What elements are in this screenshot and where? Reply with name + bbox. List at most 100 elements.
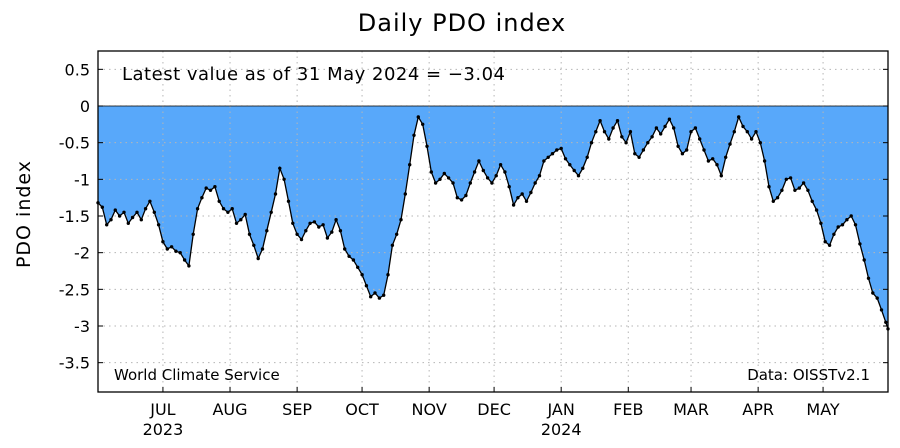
x-tick-label: APR	[742, 400, 774, 419]
credit-left: World Climate Service	[114, 366, 280, 384]
data-point	[390, 243, 395, 247]
data-point	[624, 141, 628, 145]
x-tick-label: DEC	[477, 400, 511, 419]
data-point	[286, 199, 291, 203]
data-point	[468, 181, 472, 185]
data-point	[273, 192, 278, 196]
x-tick-label: JAN	[546, 400, 574, 419]
data-point	[386, 273, 390, 277]
y-tick-label: -2	[74, 244, 90, 263]
data-point	[425, 144, 429, 148]
data-point	[195, 207, 200, 211]
data-point	[369, 295, 373, 299]
data-point	[494, 174, 498, 178]
data-point	[572, 168, 576, 173]
data-point	[135, 210, 139, 214]
data-point	[775, 196, 780, 200]
data-point	[490, 181, 494, 185]
data-point	[598, 119, 602, 123]
data-point	[312, 220, 317, 224]
data-point	[607, 137, 611, 141]
plot-frame	[97, 50, 889, 393]
data-point	[663, 124, 667, 129]
data-point	[169, 245, 174, 249]
data-point	[382, 293, 386, 297]
grid-layer	[98, 51, 888, 392]
data-point	[628, 130, 633, 134]
data-point	[576, 174, 581, 178]
data-point	[698, 137, 702, 141]
credit-right: Data: OISSTv2.1	[747, 366, 870, 384]
x-year-label: 2024	[541, 420, 582, 439]
data-point	[330, 230, 334, 234]
data-point	[814, 208, 819, 212]
data-point	[356, 265, 360, 269]
data-point	[568, 163, 572, 167]
data-point	[399, 218, 403, 222]
series-line	[97, 115, 889, 330]
data-point	[317, 225, 321, 229]
data-point	[784, 177, 788, 181]
y-tick-label: 0.5	[65, 60, 90, 79]
data-point	[737, 115, 741, 119]
y-tick-label: -0.5	[59, 134, 90, 153]
data-point	[680, 152, 685, 156]
series-line-layer	[96, 105, 890, 331]
data-point	[823, 240, 827, 244]
data-point	[879, 308, 884, 312]
data-point	[546, 155, 550, 159]
data-point	[416, 115, 420, 119]
data-point	[455, 196, 459, 200]
data-point	[156, 223, 161, 227]
data-point	[122, 210, 126, 214]
data-point	[325, 236, 330, 240]
data-point	[520, 192, 524, 196]
x-tick-label: MAR	[673, 400, 709, 419]
data-point	[585, 155, 589, 159]
data-point	[234, 221, 239, 225]
data-point	[524, 199, 529, 203]
data-point	[633, 152, 637, 156]
data-point	[659, 132, 663, 136]
data-point	[109, 218, 113, 222]
data-point	[481, 168, 485, 173]
data-point	[516, 196, 520, 200]
data-point	[408, 163, 412, 167]
data-point	[620, 135, 624, 139]
data-point	[178, 251, 182, 255]
data-point	[260, 247, 265, 251]
latest-value-annotation: Latest value as of 31 May 2024 = −3.04	[122, 64, 506, 85]
data-point	[654, 126, 659, 130]
area-fill	[98, 106, 888, 329]
data-point	[477, 159, 481, 163]
data-point	[853, 223, 858, 227]
data-point	[459, 198, 464, 202]
data-point	[204, 186, 208, 190]
data-point	[265, 229, 269, 233]
data-point	[685, 148, 689, 152]
data-point	[334, 218, 338, 222]
data-point	[849, 214, 853, 218]
data-point	[200, 196, 204, 200]
data-point	[836, 225, 840, 229]
data-point	[182, 258, 187, 262]
data-point	[412, 133, 416, 137]
data-point	[641, 148, 646, 152]
y-tick-label: -1	[74, 170, 90, 189]
data-point	[533, 181, 537, 185]
data-point	[749, 137, 754, 141]
data-point	[377, 296, 382, 300]
data-point	[139, 218, 143, 222]
data-point	[247, 232, 252, 236]
data-point	[152, 210, 156, 214]
data-point	[338, 229, 343, 233]
data-point	[100, 205, 105, 209]
x-tick-label: MAY	[806, 400, 840, 419]
data-point	[780, 188, 784, 192]
data-point	[105, 223, 109, 227]
data-point	[529, 190, 533, 195]
data-point	[611, 126, 615, 130]
data-point	[321, 223, 325, 227]
data-point	[148, 199, 152, 203]
data-point	[862, 258, 866, 262]
